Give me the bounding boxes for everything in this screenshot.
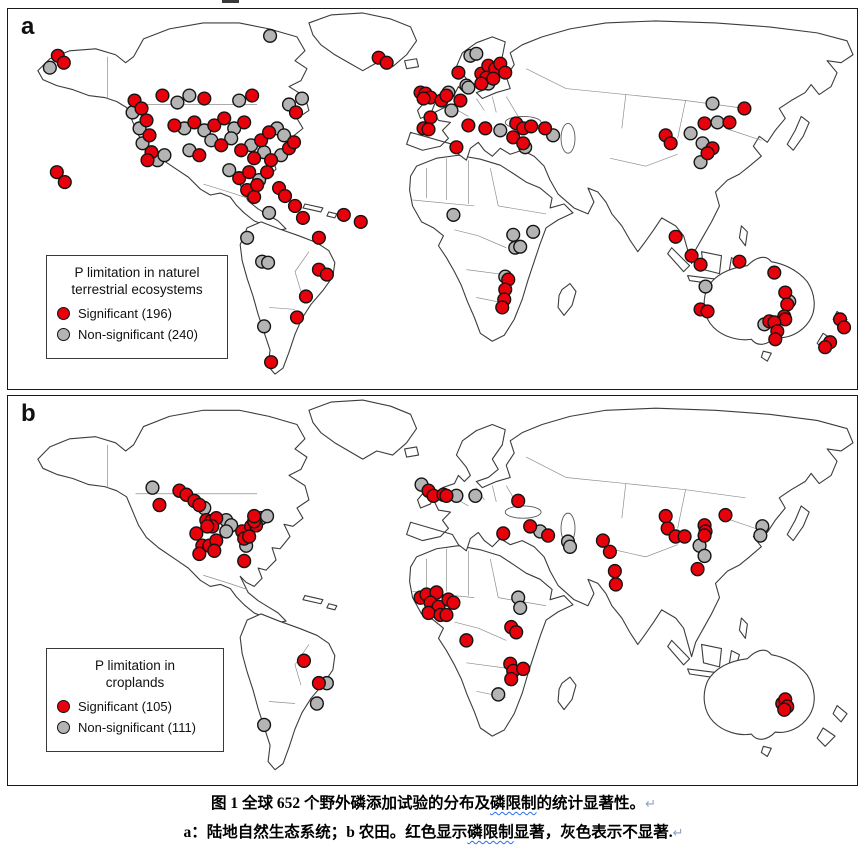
significant-swatch xyxy=(57,307,70,320)
legend-a-title: P limitation in naturel terrestrial ecos… xyxy=(57,264,217,298)
legend-b: P limitation in croplands Significant (1… xyxy=(46,648,224,752)
legend-item-significant: Significant (196) xyxy=(57,306,217,321)
legend-a: P limitation in naturel terrestrial ecos… xyxy=(46,255,228,359)
legend-a-title-line1: P limitation in naturel xyxy=(74,265,200,280)
top-artifact-mark xyxy=(222,0,239,3)
legend-item-non-significant: Non-significant (111) xyxy=(57,720,213,735)
panel-a-label: a xyxy=(21,13,35,40)
legend-item-label: Non-significant (111) xyxy=(78,720,197,735)
figure-caption: 图 1 全球 652 个野外磷添加试验的分布及磷限制的统计显著性。↵ a：陆地自… xyxy=(0,790,867,848)
country-borders xyxy=(107,56,762,310)
legend-b-title-line2: croplands xyxy=(105,675,165,690)
legend-item-non-significant: Non-significant (240) xyxy=(57,327,217,342)
legend-item-significant: Significant (105) xyxy=(57,699,213,714)
legend-item-label: Significant (105) xyxy=(78,699,172,714)
world-map-a xyxy=(37,12,854,375)
caption-line-1: 图 1 全球 652 个野外磷添加试验的分布及磷限制的统计显著性。↵ xyxy=(211,795,656,812)
non-significant-swatch xyxy=(57,328,70,341)
legend-a-title-line2: terrestrial ecosystems xyxy=(71,282,203,297)
panel-a: a xyxy=(7,8,858,390)
dot-layer-b xyxy=(145,477,795,733)
panel-b: b xyxy=(7,395,858,786)
legend-item-label: Significant (196) xyxy=(78,306,172,321)
world-map-b xyxy=(37,399,854,771)
dot-layer-a xyxy=(42,28,852,370)
caption-line-2: a：陆地自然生态系统；b 农田。红色显示磷限制显著，灰色表示不显著.↵ xyxy=(183,824,684,841)
non-significant-swatch xyxy=(57,721,70,734)
significant-swatch xyxy=(57,700,70,713)
legend-b-title: P limitation in croplands xyxy=(57,657,213,691)
panel-b-label: b xyxy=(21,400,36,427)
legend-b-title-line1: P limitation in xyxy=(94,658,176,673)
legend-item-label: Non-significant (240) xyxy=(78,327,198,342)
